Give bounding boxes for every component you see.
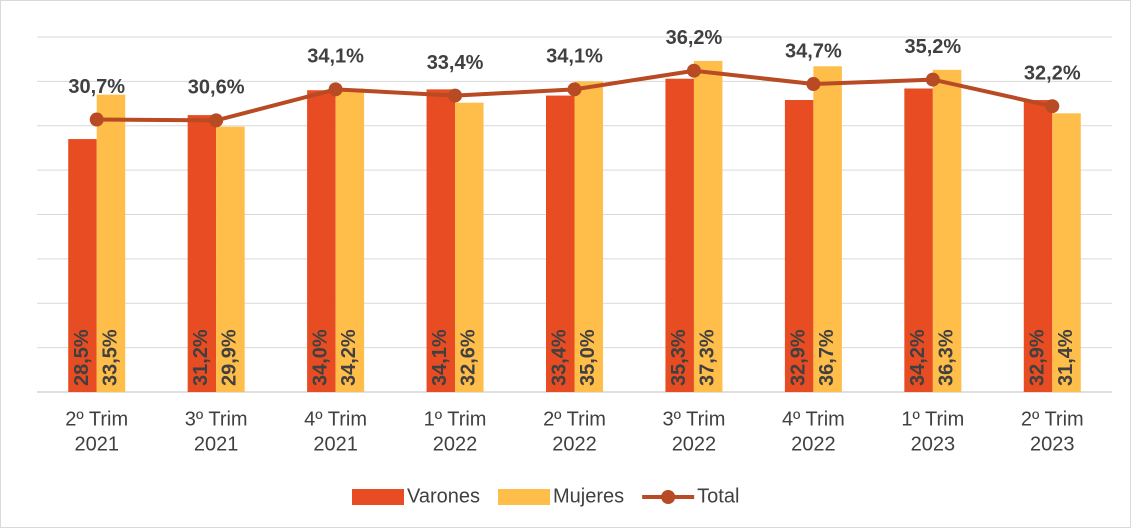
legend-label: Mujeres (553, 485, 624, 507)
bar-value-label: 29,9% (219, 329, 241, 386)
bar (307, 90, 336, 392)
bar-value-label: 31,2% (190, 329, 212, 386)
line-value-label: 30,6% (188, 77, 245, 99)
line-value-label: 34,7% (785, 40, 842, 62)
bar-value-label: 32,9% (1026, 329, 1048, 386)
x-tick-label: 2021 (313, 433, 358, 455)
bar (426, 89, 456, 393)
bar (904, 88, 933, 392)
bar (813, 66, 842, 392)
x-tick-label: 2022 (552, 433, 597, 455)
x-tick-label: 4º Trim (782, 408, 845, 430)
bar (96, 94, 126, 392)
line-point (806, 77, 821, 92)
line-value-label: 30,7% (68, 76, 125, 98)
bar-value-label: 35,0% (577, 329, 599, 386)
x-tick-label: 1º Trim (901, 408, 964, 430)
bar (784, 100, 814, 392)
line-point (89, 112, 104, 127)
x-tick-label: 2º Trim (65, 408, 128, 430)
line-point (1045, 99, 1060, 114)
legend-swatch-marker (661, 490, 676, 504)
line-value-label: 36,2% (666, 27, 723, 49)
x-tick-label: 2º Trim (1021, 408, 1084, 430)
x-tick-label: 2023 (911, 433, 956, 455)
line-point (448, 88, 463, 103)
bar-value-label: 32,6% (458, 329, 480, 386)
x-tick-label: 1º Trim (424, 408, 487, 430)
line-point (328, 82, 343, 97)
x-tick-label: 2022 (433, 433, 478, 455)
bar (932, 69, 962, 393)
x-tick-label: 2021 (74, 433, 119, 455)
x-tick-label: 2021 (194, 433, 239, 455)
bar-value-label: 34,2% (907, 329, 929, 386)
bar-value-label: 32,9% (787, 329, 809, 386)
line-point (686, 63, 701, 78)
x-tick-label: 4º Trim (304, 408, 367, 430)
bar-value-label: 35,3% (668, 329, 690, 386)
bar (546, 95, 575, 392)
bar-value-label: 33,5% (99, 329, 121, 386)
x-tick-label: 3º Trim (663, 408, 726, 430)
bar-value-label: 28,5% (71, 329, 93, 386)
line-point (925, 72, 940, 87)
bar (1052, 113, 1081, 392)
line-point (209, 113, 224, 128)
bar (187, 115, 217, 392)
line-value-label: 34,1% (546, 46, 603, 68)
bar (68, 139, 97, 392)
bar (216, 126, 245, 392)
x-tick-label: 2022 (672, 433, 717, 455)
bar-value-label: 36,3% (935, 329, 957, 386)
bar-value-label: 33,4% (549, 329, 571, 386)
line-value-label: 33,4% (427, 52, 484, 74)
line-value-label: 35,2% (904, 36, 961, 58)
line-value-label: 34,1% (307, 46, 364, 68)
bar-value-label: 34,1% (429, 329, 451, 386)
bar-value-label: 37,3% (696, 329, 718, 386)
line-point (567, 82, 582, 97)
bar (574, 81, 603, 392)
bar-value-label: 34,0% (310, 329, 332, 386)
x-tick-label: 2023 (1030, 433, 1075, 455)
x-tick-label: 2º Trim (543, 408, 606, 430)
x-tick-label: 2022 (791, 433, 836, 455)
legend-label: Total (697, 485, 739, 507)
bar-value-label: 36,7% (816, 329, 838, 386)
legend-swatch (498, 489, 551, 505)
bar-value-label: 34,2% (338, 329, 360, 386)
bar-value-label: 31,4% (1055, 329, 1077, 386)
legend-label: Varones (407, 485, 480, 507)
legend-swatch (352, 489, 404, 505)
bar (693, 60, 723, 393)
bar (1023, 100, 1053, 392)
bar (665, 78, 694, 393)
x-tick-label: 3º Trim (185, 408, 248, 430)
bar (455, 102, 484, 393)
bar (335, 88, 365, 392)
line-value-label: 32,2% (1024, 63, 1081, 85)
